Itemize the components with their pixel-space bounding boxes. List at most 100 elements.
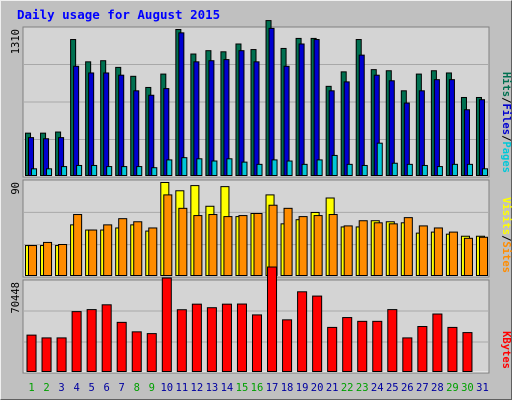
x-tick-label-8: 8 [134,382,140,394]
bar-pages-13 [211,160,218,176]
bar-sites-19 [298,216,308,277]
bar-files-20 [313,39,320,176]
legend-separator: / [500,97,512,103]
x-tick-label-20: 20 [311,382,324,394]
bar-pages-4 [76,164,83,177]
x-tick-label-2: 2 [43,382,49,394]
bar-kbytes-9 [146,333,157,372]
bar-pages-3 [61,166,68,176]
bar-kbytes-17 [267,266,278,372]
x-tick-label-30: 30 [461,382,474,394]
x-tick-label-26: 26 [401,382,414,394]
bar-files-23 [358,54,365,176]
legend-separator: / [500,135,512,141]
bar-sites-31 [478,236,489,276]
bar-sites-2 [43,241,53,276]
x-tick-label-1: 1 [28,382,34,394]
bar-pages-28 [436,166,443,176]
bar-kbytes-11 [176,309,187,372]
bar-pages-17 [271,159,278,176]
bar-pages-30 [466,163,473,177]
bar-sites-11 [178,207,188,276]
legend-item-sites: Sites [500,241,512,273]
bar-sites-18 [283,207,293,276]
x-tick-label-18: 18 [281,382,294,394]
bar-files-17 [268,27,275,176]
bar-pages-12 [196,158,203,176]
bar-sites-3 [58,244,68,276]
bar-sites-26 [403,217,413,276]
x-tick-label-13: 13 [206,382,219,394]
bar-sites-30 [463,237,473,277]
bar-pages-11 [181,157,188,176]
bar-files-5 [88,72,95,176]
legend-item-visits: Visits [500,197,512,235]
x-tick-label-15: 15 [236,382,249,394]
bar-kbytes-21 [327,326,338,373]
bar-kbytes-20 [312,295,323,372]
bar-pages-24 [376,142,383,176]
bar-sites-6 [103,224,113,277]
bar-files-25 [388,80,395,176]
x-tick-label-23: 23 [356,382,369,394]
bar-files-4 [73,65,80,176]
bar-kbytes-24 [372,320,383,372]
bar-files-16 [253,61,260,176]
bar-kbytes-28 [432,313,443,372]
x-tick-label-19: 19 [296,382,309,394]
bar-sites-28 [433,227,443,276]
x-tick-label-24: 24 [371,382,384,394]
bar-kbytes-27 [417,326,428,373]
bar-kbytes-7 [116,321,127,373]
bar-files-22 [343,81,350,176]
bar-files-18 [283,65,290,176]
bar-pages-26 [406,163,413,177]
x-tick-label-17: 17 [266,382,279,394]
bar-kbytes-19 [297,291,308,373]
bar-kbytes-1 [26,334,37,373]
legend-text-3: KBytes [500,331,512,369]
bar-sites-16 [253,213,263,276]
bar-pages-8 [136,166,143,176]
x-tick-label-9: 9 [149,382,155,394]
bar-kbytes-6 [101,304,112,372]
legend-item-kbytes: KBytes [500,331,512,369]
legend-text-1: Hits/Files/Pages [500,72,512,173]
bar-kbytes-25 [387,309,398,373]
x-tick-label-16: 16 [251,382,264,394]
bar-kbytes-18 [282,319,293,372]
bar-pages-18 [286,160,293,176]
bar-pages-29 [451,163,458,177]
bar-sites-24 [373,222,383,277]
bar-files-19 [298,43,305,176]
bar-sites-12 [193,215,203,276]
x-tick-label-4: 4 [73,382,79,394]
x-tick-label-14: 14 [221,382,234,394]
bar-pages-31 [481,168,489,176]
legend-item-files: Files [500,103,512,135]
x-tick-label-11: 11 [176,382,189,394]
bar-sites-21 [328,214,338,277]
bar-kbytes-10 [161,277,172,372]
bar-files-13 [208,60,215,176]
bar-kbytes-14 [221,303,232,373]
bar-kbytes-23 [357,320,368,372]
bar-pages-6 [106,166,113,176]
bar-kbytes-26 [402,337,413,373]
bar-sites-9 [148,227,158,276]
bar-files-9 [148,94,155,176]
legend-2: Visits/Sites [500,197,512,273]
y-max-label-1: 1310 [10,29,22,54]
bar-pages-15 [241,161,248,177]
legend-3: KBytes [500,331,512,369]
x-tick-label-12: 12 [191,382,204,394]
legend-text-2: Visits/Sites [500,197,512,273]
x-tick-label-3: 3 [58,382,64,394]
bar-kbytes-8 [131,331,142,372]
bar-files-7 [118,74,125,176]
x-tick-label-22: 22 [341,382,354,394]
legend-item-pages: Pages [500,141,512,173]
bar-sites-7 [118,218,128,277]
bar-pages-19 [301,163,308,177]
